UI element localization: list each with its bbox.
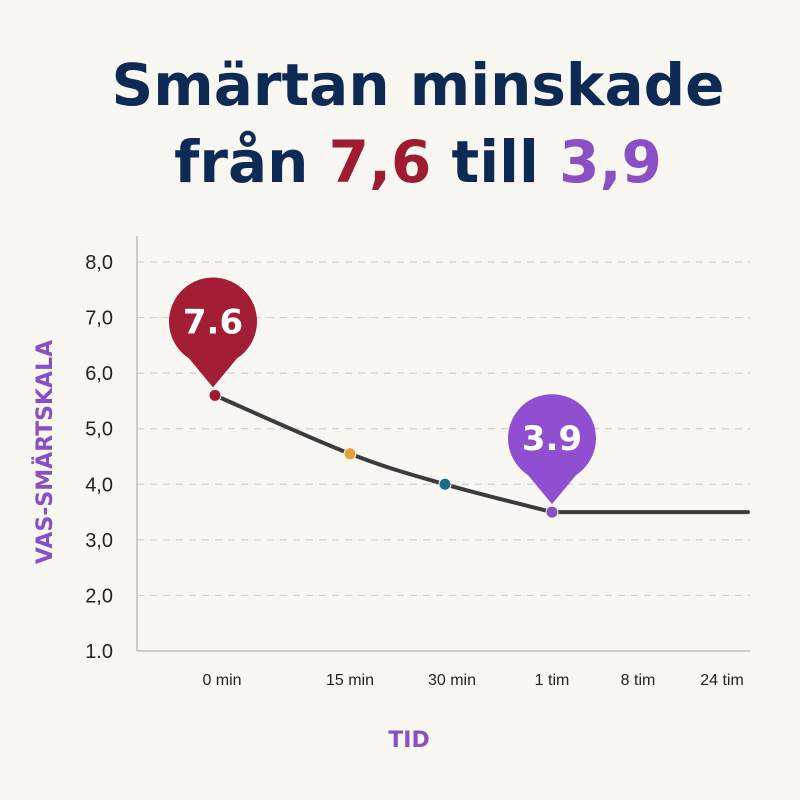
- x-tick-label: 24 tim: [700, 672, 744, 689]
- y-axis-title: VAS-SMÄRTSKALA: [32, 340, 58, 564]
- x-axis-title: TID: [388, 728, 429, 753]
- x-tick-label: 30 min: [428, 672, 476, 689]
- title-part: från: [174, 128, 328, 196]
- title-part: till: [431, 128, 559, 196]
- data-point: [343, 447, 357, 461]
- y-tick-label: 1.0: [85, 641, 113, 663]
- y-tick-label: 3,0: [85, 530, 113, 552]
- y-tick-label: 2,0: [85, 585, 113, 607]
- title-part: 3,9: [559, 128, 662, 196]
- title-part: Smärtan minskade: [112, 51, 725, 119]
- pin-label: 3.9: [522, 419, 582, 459]
- x-tick-label: 15 min: [326, 672, 374, 689]
- annotation-pin: 7.6: [168, 277, 257, 388]
- y-tick-label: 4,0: [85, 474, 113, 496]
- x-tick-label: 0 min: [202, 672, 241, 689]
- pin-marker: [168, 277, 257, 388]
- x-tick-label: 1 tim: [535, 672, 570, 689]
- data-point: [545, 505, 559, 519]
- y-tick-label: 5,0: [85, 419, 113, 441]
- y-tick-label: 7,0: [85, 308, 113, 330]
- annotation-pin: 3.9: [508, 394, 597, 505]
- pin-marker: [508, 394, 597, 505]
- y-tick-label: 6,0: [85, 363, 113, 385]
- y-tick-label: 8,0: [85, 252, 113, 274]
- series-line: [213, 393, 750, 515]
- chart-title-line-1: Smärtan minskade: [112, 51, 725, 119]
- data-point: [438, 477, 452, 491]
- chart-title-line-2: från 7,6 till 3,9: [174, 128, 662, 196]
- pin-label: 7.6: [183, 302, 243, 342]
- title-part: 7,6: [329, 128, 432, 196]
- x-tick-label: 8 tim: [621, 672, 656, 689]
- data-point: [208, 388, 222, 402]
